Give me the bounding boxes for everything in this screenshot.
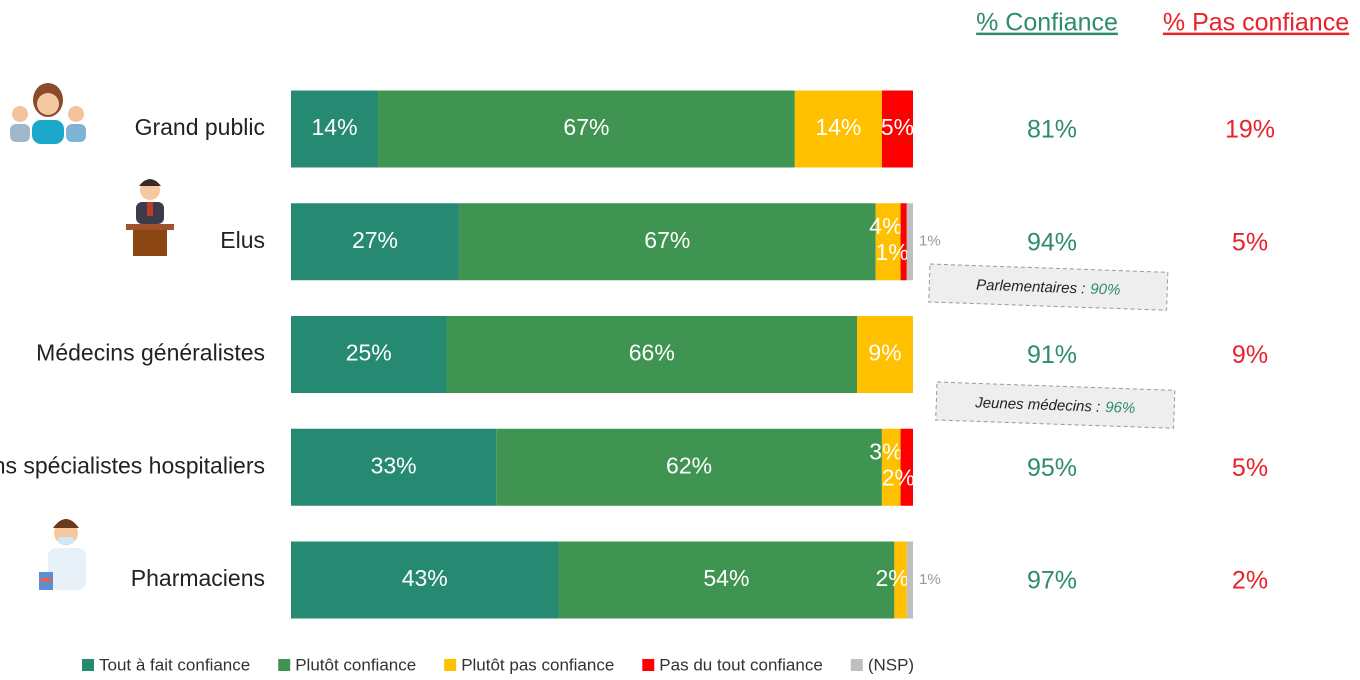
annotation-box [928, 263, 1169, 311]
value-label: 25% [346, 340, 392, 366]
column-value: 91% [1027, 341, 1077, 369]
bar-segment [900, 203, 907, 281]
legend-label: Plutôt pas confiance [461, 655, 614, 674]
bar-segment [291, 90, 379, 168]
value-label: 27% [352, 227, 398, 253]
value-label: 62% [666, 452, 712, 478]
bar-segment [291, 203, 459, 281]
legend-label: Plutôt confiance [295, 655, 416, 674]
value-label: 2% [876, 565, 909, 591]
annotation-label: Parlementaires : [976, 277, 1086, 298]
category-label: Médecins spécialistes hospitaliers [0, 452, 265, 478]
column-value: 81% [1027, 116, 1077, 144]
bar-segment [291, 428, 497, 506]
value-label: 9% [868, 340, 901, 366]
legend-swatch [444, 659, 457, 671]
column-header: % Confiance [976, 9, 1118, 37]
bar-segment [794, 90, 882, 168]
legend-swatch [278, 659, 291, 671]
annotation: Parlementaires :90% [928, 263, 1169, 311]
bar-segment [881, 90, 913, 168]
bar-segment [291, 541, 559, 619]
column-value: 9% [1232, 341, 1268, 369]
annotation-text: Jeunes médecins :96% [974, 394, 1136, 417]
column-value: 95% [1027, 454, 1077, 482]
bar-segment [894, 541, 907, 619]
bar-segment [446, 316, 858, 393]
legend-label: Pas du tout confiance [659, 655, 823, 674]
value-label: 67% [644, 227, 690, 253]
annotation-value: 96% [1105, 399, 1136, 417]
bar-segment [906, 203, 913, 281]
icon-elected [126, 179, 174, 256]
column-value: 19% [1225, 116, 1275, 144]
bar-segment [881, 428, 901, 506]
value-label: 33% [371, 452, 417, 478]
category-label: Médecins généralistes [36, 340, 265, 366]
value-label: 1% [919, 233, 941, 250]
category-label: Elus [220, 227, 265, 253]
column-value: 5% [1232, 228, 1268, 256]
annotation-label: Jeunes médecins : [974, 394, 1101, 415]
value-label: 5% [881, 114, 914, 140]
value-label: 1% [919, 571, 941, 588]
value-label: 2% [882, 464, 915, 490]
legend-swatch [850, 659, 863, 671]
legend-label: (NSP) [868, 655, 914, 674]
value-label: 3% [869, 438, 902, 464]
column-value: 94% [1027, 228, 1077, 256]
bar-segment [857, 316, 913, 393]
icon-public [10, 83, 86, 144]
value-label: 1% [876, 239, 909, 265]
column-value: 97% [1027, 567, 1077, 595]
column-header: % Pas confiance [1163, 9, 1349, 37]
bar-segment [558, 541, 895, 619]
bar-segment [291, 316, 447, 393]
bar-segment [875, 203, 901, 281]
value-label: 14% [815, 114, 861, 140]
annotation: Jeunes médecins :96% [935, 381, 1176, 429]
annotation-text: Parlementaires :90% [976, 277, 1121, 299]
legend-swatch [82, 659, 94, 671]
bar-segment [378, 90, 795, 168]
value-label: 54% [703, 565, 749, 591]
value-label: 14% [312, 114, 358, 140]
value-label: 67% [563, 114, 609, 140]
bar-segment [458, 203, 876, 281]
bar-segment [906, 541, 913, 619]
bar-segment [496, 428, 882, 506]
annotation-value: 90% [1090, 281, 1121, 299]
column-value: 2% [1232, 567, 1268, 595]
value-label: 43% [402, 565, 448, 591]
category-label: Grand public [135, 114, 265, 140]
legend-swatch [642, 659, 655, 671]
value-label: 4% [869, 213, 902, 239]
value-label: 66% [629, 340, 675, 366]
category-label: Pharmaciens [131, 565, 265, 591]
annotation-box [935, 381, 1176, 429]
legend-label: Tout à fait confiance [99, 655, 250, 674]
column-value: 5% [1232, 454, 1268, 482]
icon-pharmacist [39, 519, 86, 590]
bar-segment [900, 428, 913, 506]
